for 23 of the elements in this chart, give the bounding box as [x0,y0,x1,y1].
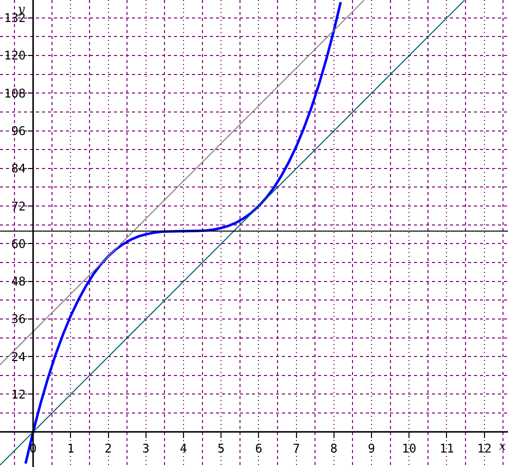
x-tick-label: 12 [477,441,492,456]
y-tick-label: 108 [4,86,26,100]
x-axis-title: x [499,439,506,453]
y-tick-label: 48 [11,274,26,289]
y-tick-label: 120 [4,48,26,63]
y-tick-label: 12 [11,387,26,402]
y-tick-label: 36 [11,312,26,326]
x-tick-label: 3 [142,441,150,456]
x-tick-label: 6 [255,441,262,456]
x-tick-label: 5 [217,441,225,456]
x-tick-label: 2 [104,441,112,456]
y-tick-label: 24 [11,350,26,364]
x-tick-label: 9 [368,441,376,456]
y-tick-label: 96 [11,124,26,138]
x-tick-label: 11 [439,441,454,456]
x-tick-label: 8 [330,441,338,456]
y-tick-label: 60 [11,236,26,251]
y-tick-label: 72 [11,199,26,214]
y-tick-label: 84 [11,162,26,176]
x-tick-label: 1 [67,441,74,456]
x-tick-label: 10 [402,441,416,456]
x-tick-label: 4 [180,441,188,456]
x-tick-label: 7 [292,441,300,456]
